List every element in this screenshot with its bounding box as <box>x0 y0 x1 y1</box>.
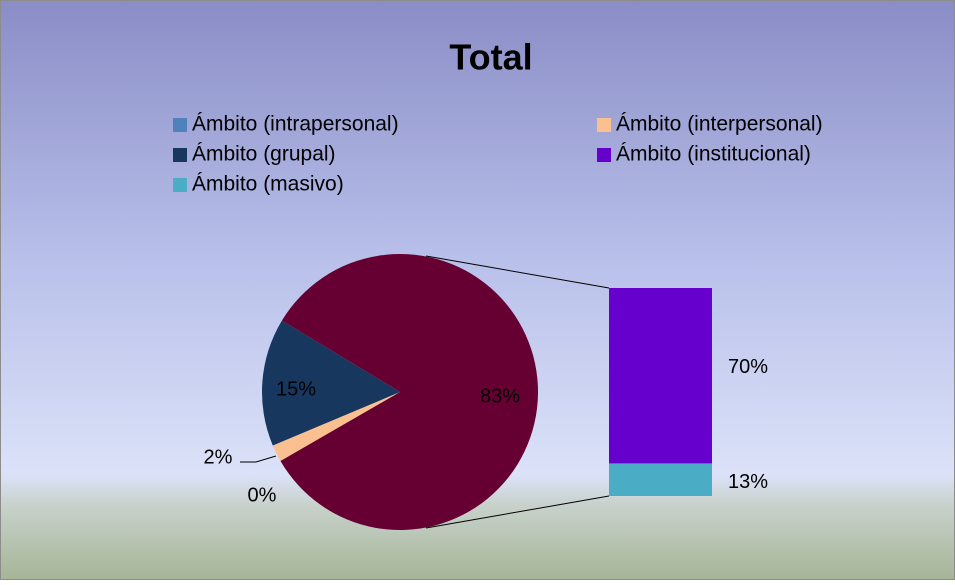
data-label: 13% <box>728 471 768 493</box>
bar-segment <box>609 288 712 464</box>
bar-segment <box>609 463 712 496</box>
connector <box>425 255 610 289</box>
connector <box>425 495 610 529</box>
data-label: 15% <box>276 378 316 400</box>
legend-label: Ámbito (intrapersonal) <box>192 113 399 136</box>
pie-slice <box>262 320 400 446</box>
legend-swatch <box>173 178 187 192</box>
legend-label: Ámbito (interpersonal) <box>616 113 823 136</box>
pie-slice <box>272 392 400 461</box>
legend-swatch <box>597 148 611 162</box>
legend-label: Ámbito (institucional) <box>616 143 811 166</box>
data-label: 70% <box>728 356 768 378</box>
legend-label: Ámbito (grupal) <box>192 143 336 166</box>
data-label: 0% <box>248 484 277 506</box>
data-label: 2% <box>204 446 233 468</box>
legend-swatch <box>597 118 611 132</box>
legend-swatch <box>173 118 187 132</box>
chart-title: Total <box>449 37 532 78</box>
pie-slice <box>280 254 539 530</box>
legend-swatch <box>173 148 187 162</box>
leader-line <box>240 455 277 463</box>
data-label: 83% <box>480 385 520 407</box>
legend-label: Ámbito (masivo) <box>192 173 344 196</box>
